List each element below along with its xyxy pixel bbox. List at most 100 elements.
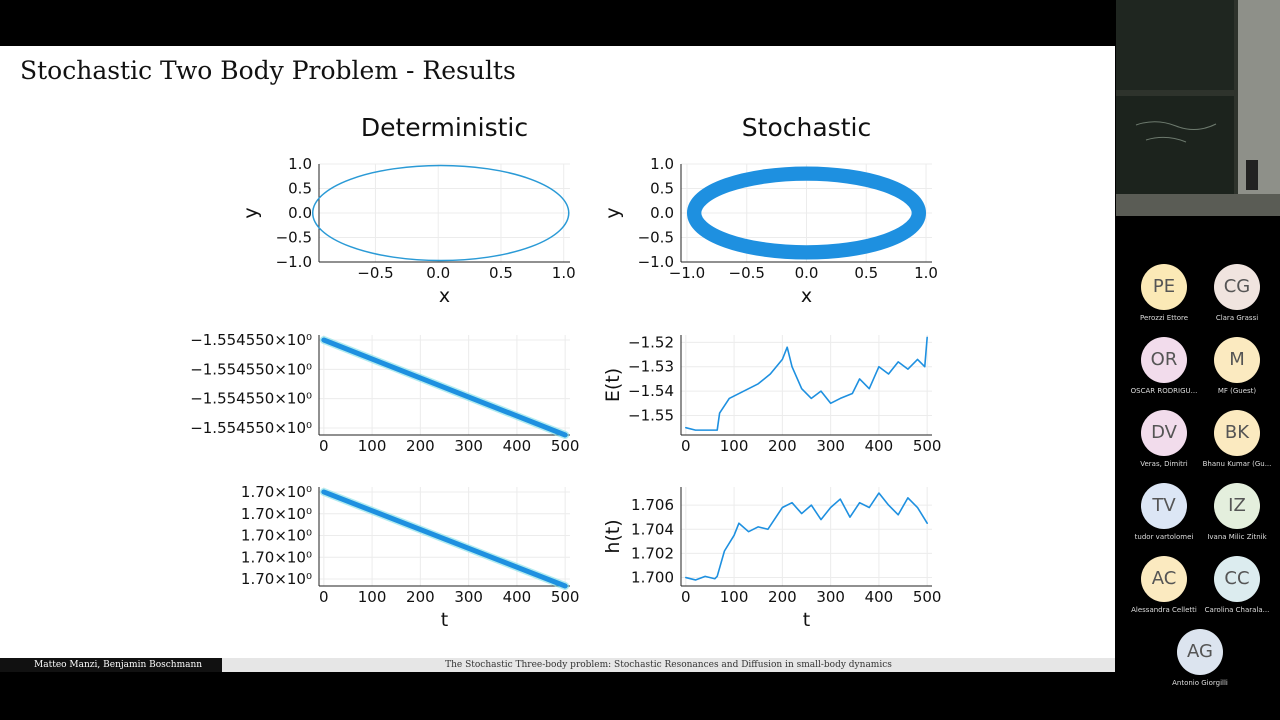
x-tick-label: 300 bbox=[816, 437, 845, 455]
results-figure: −0.5 0.0 0.5 1.0 1.0 0.5 0.0 −0.5 −1.0 Determinis… bbox=[190, 113, 941, 631]
x-tick-label: 500 bbox=[913, 437, 942, 455]
participant-name: Perozzi Ettore bbox=[1139, 314, 1189, 322]
chart-6: 0 100 200 300 400 500 1.706 1.704 1.702 1.700 t h(t… bbox=[602, 487, 941, 631]
x-axis-label: t bbox=[803, 609, 810, 631]
x-tick-label: 100 bbox=[358, 588, 387, 606]
participant-name: MF (Guest) bbox=[1217, 387, 1257, 395]
x-tick-label: 500 bbox=[913, 588, 942, 606]
participant-name: OSCAR RODRIGU... bbox=[1130, 387, 1198, 395]
y-tick-label: 0.0 bbox=[650, 204, 674, 222]
classroom-blackboard-video bbox=[1116, 0, 1280, 216]
participant-avatar: CC bbox=[1214, 556, 1260, 602]
y-axis-label: y bbox=[240, 207, 262, 218]
x-tick-label: 500 bbox=[551, 588, 580, 606]
participant-name: Veras, Dimitri bbox=[1140, 460, 1188, 468]
y-axis-label: h(t) bbox=[602, 519, 624, 553]
x-tick-label: 100 bbox=[720, 437, 749, 455]
y-tick-label: 1.702 bbox=[631, 544, 674, 562]
x-tick-label: 0.0 bbox=[426, 264, 450, 282]
chart-2: −1.0 −0.5 0.0 0.5 1.0 1.0 0.5 0.0 −0.5 −1.0 Stocha… bbox=[602, 113, 938, 307]
participant-avatar: TV bbox=[1141, 483, 1187, 529]
participant-tile[interactable]: M MF (Guest) bbox=[1197, 337, 1277, 395]
x-tick-label: 0 bbox=[319, 437, 329, 455]
participant-tile[interactable]: TV tudor vartolomei bbox=[1124, 483, 1204, 541]
orbit-ellipse bbox=[311, 164, 570, 262]
series-line bbox=[685, 336, 928, 431]
x-tick-label: 400 bbox=[865, 437, 894, 455]
participant-name: tudor vartolomei bbox=[1134, 533, 1194, 541]
x-tick-label: 300 bbox=[454, 588, 483, 606]
y-axis-label: y bbox=[602, 207, 624, 218]
participant-tile[interactable]: IZ Ivana Milic Zitnik bbox=[1197, 483, 1277, 541]
y-tick-label: 1.704 bbox=[631, 520, 674, 538]
chart-1: −0.5 0.0 0.5 1.0 1.0 0.5 0.0 −0.5 −1.0 Determinis… bbox=[240, 113, 576, 307]
x-tick-label: −0.5 bbox=[729, 264, 765, 282]
orbit-band bbox=[686, 166, 927, 260]
participant-avatar: M bbox=[1214, 337, 1260, 383]
y-tick-label: 1.706 bbox=[631, 496, 674, 514]
participant-tile[interactable]: CG Clara Grassi bbox=[1197, 264, 1277, 322]
y-tick-label: −1.554550×10⁰ bbox=[190, 331, 312, 349]
x-tick-label: 400 bbox=[503, 588, 532, 606]
participant-tile[interactable]: BK Bhanu Kumar (Gu... bbox=[1197, 410, 1277, 468]
footer-authors: Matteo Manzi, Benjamin Boschmann bbox=[0, 658, 222, 672]
y-tick-label: 1.70×10⁰ bbox=[241, 527, 312, 545]
x-tick-label: 1.0 bbox=[914, 264, 938, 282]
participant-avatar: IZ bbox=[1214, 483, 1260, 529]
y-tick-label: −0.5 bbox=[276, 229, 312, 247]
series-line bbox=[321, 489, 568, 589]
y-tick-label: −1.554550×10⁰ bbox=[190, 390, 312, 408]
y-tick-label: −1.554550×10⁰ bbox=[190, 419, 312, 437]
participant-tile[interactable]: PE Perozzi Ettore bbox=[1124, 264, 1204, 322]
x-tick-label: −1.0 bbox=[669, 264, 705, 282]
participant-name: Alessandra Celletti bbox=[1131, 606, 1197, 614]
participant-avatar: PE bbox=[1141, 264, 1187, 310]
x-tick-label: 200 bbox=[768, 437, 797, 455]
participant-panel: PE Perozzi Ettore CG Clara Grassi OR OSCAR RO… bbox=[1116, 216, 1280, 720]
y-tick-label: 0.5 bbox=[288, 180, 312, 198]
participant-name: Bhanu Kumar (Gu... bbox=[1202, 460, 1272, 468]
y-tick-label: −1.55 bbox=[628, 406, 674, 424]
x-tick-label: 200 bbox=[406, 437, 435, 455]
participant-avatar: OR bbox=[1141, 337, 1187, 383]
participant-name: Ivana Milic Zitnik bbox=[1207, 533, 1267, 541]
participant-avatar: DV bbox=[1141, 410, 1187, 456]
series-line bbox=[321, 337, 568, 438]
footer-talk-title: The Stochastic Three-body problem: Stoch… bbox=[222, 658, 1115, 672]
participant-tile[interactable]: DV Veras, Dimitri bbox=[1124, 410, 1204, 468]
x-tick-label: −0.5 bbox=[357, 264, 393, 282]
y-tick-label: −1.52 bbox=[628, 333, 674, 351]
y-tick-label: 1.700 bbox=[631, 569, 674, 587]
participant-avatar: AG bbox=[1177, 629, 1223, 675]
chart-4: 0 100 200 300 400 500 −1.52 −1.53 −1.54 −1.55E(t) bbox=[602, 333, 941, 455]
x-tick-label: 500 bbox=[551, 437, 580, 455]
participant-tile[interactable]: AG Antonio Giorgilli bbox=[1160, 629, 1240, 687]
chart-3: 0 100 200 300 400 500 −1.554550×10⁰ −1.554550×1… bbox=[190, 331, 579, 455]
x-tick-label: 400 bbox=[503, 437, 532, 455]
y-tick-label: 1.70×10⁰ bbox=[241, 570, 312, 588]
participant-tile[interactable]: AC Alessandra Celletti bbox=[1124, 556, 1204, 614]
participant-avatar: AC bbox=[1141, 556, 1187, 602]
presenter-camera-feed bbox=[1116, 0, 1280, 216]
x-tick-label: 0.5 bbox=[854, 264, 878, 282]
y-tick-label: −0.5 bbox=[638, 229, 674, 247]
presentation-slide: Stochastic Two Body Problem - Results −0… bbox=[0, 46, 1115, 672]
y-tick-label: −1.0 bbox=[276, 253, 312, 271]
participant-avatar: CG bbox=[1214, 264, 1260, 310]
x-tick-label: 0.5 bbox=[489, 264, 513, 282]
x-tick-label: 400 bbox=[865, 588, 894, 606]
y-tick-label: −1.0 bbox=[638, 253, 674, 271]
participant-name: Carolina Charala... bbox=[1204, 606, 1270, 614]
x-tick-label: 0.0 bbox=[795, 264, 819, 282]
y-tick-label: −1.53 bbox=[628, 358, 674, 376]
x-tick-label: 0 bbox=[681, 437, 691, 455]
y-tick-label: 0.5 bbox=[650, 180, 674, 198]
x-tick-label: 100 bbox=[358, 437, 387, 455]
participant-tile[interactable]: CC Carolina Charala... bbox=[1197, 556, 1277, 614]
participant-tile[interactable]: OR OSCAR RODRIGU... bbox=[1124, 337, 1204, 395]
slide-title: Stochastic Two Body Problem - Results bbox=[20, 56, 516, 85]
x-axis-label: t bbox=[441, 609, 448, 631]
x-axis-label: x bbox=[439, 285, 450, 307]
y-tick-label: 1.0 bbox=[650, 155, 674, 173]
series-line bbox=[685, 492, 928, 581]
